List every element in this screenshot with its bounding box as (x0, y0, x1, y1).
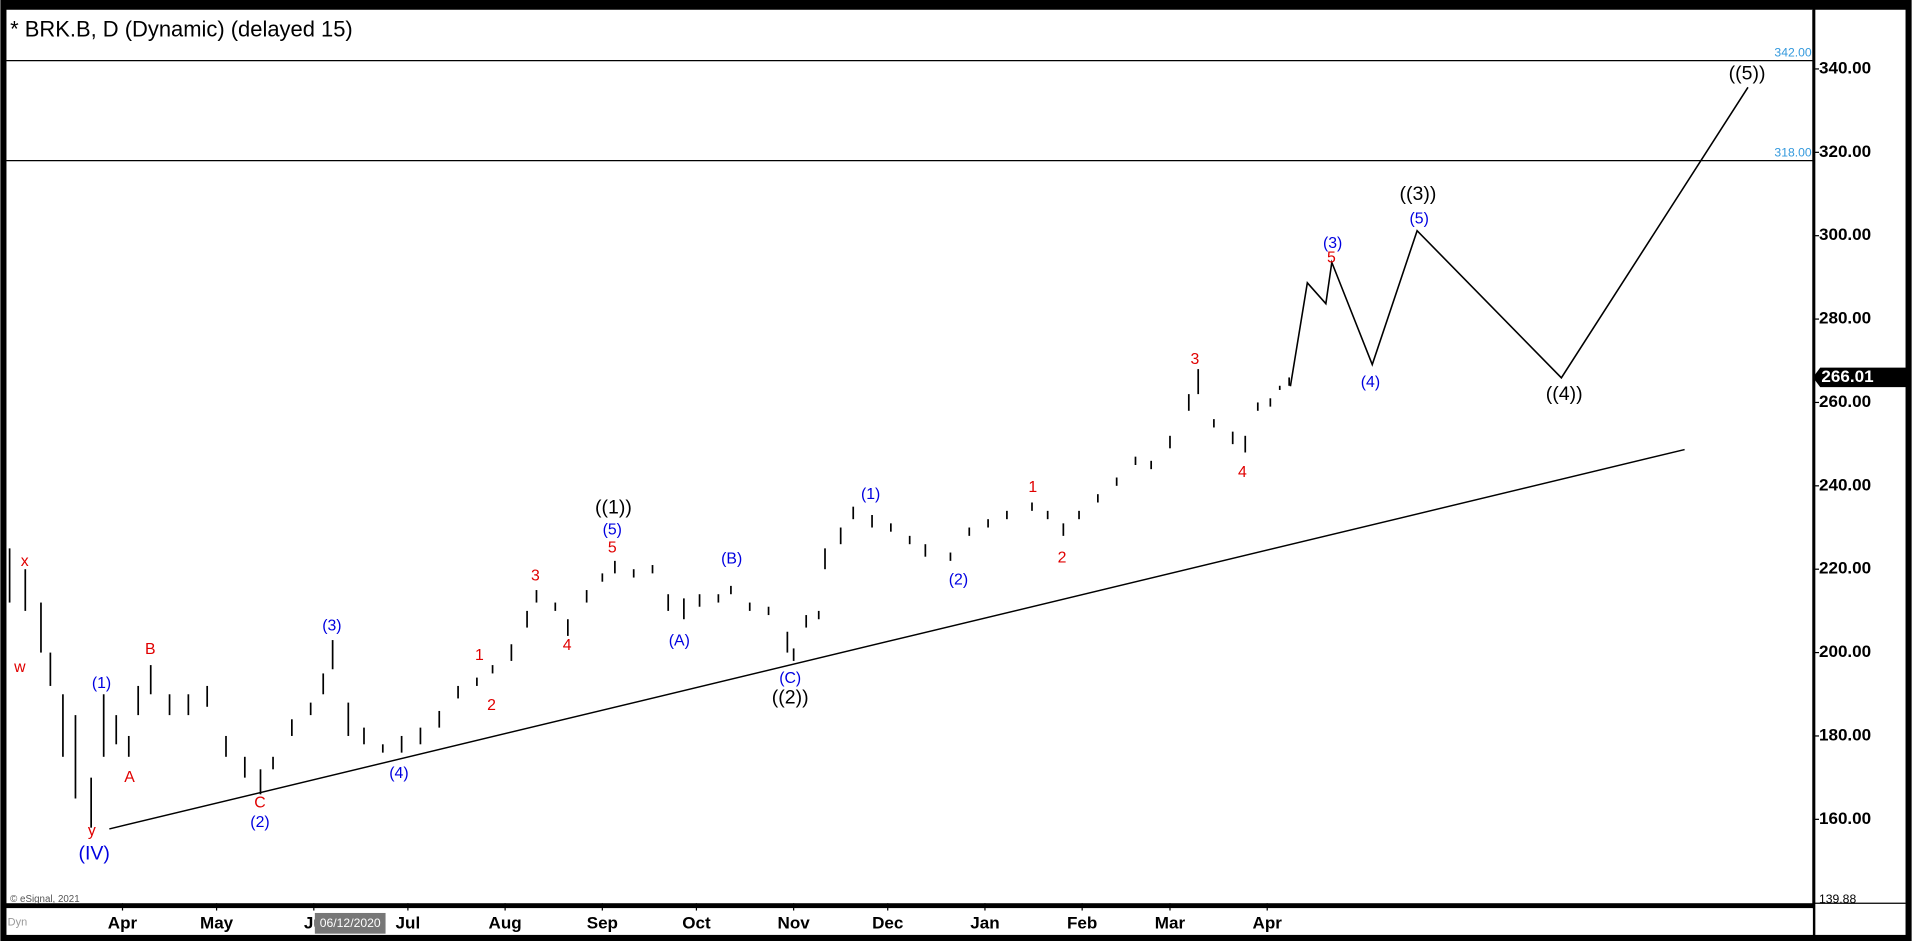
wave-label: ((4)) (1546, 383, 1583, 405)
y-tick-label: 300.00 (1819, 225, 1871, 244)
y-tick-label: 320.00 (1819, 142, 1871, 161)
wave-label: (4) (389, 765, 408, 782)
y-tick-label: 340.00 (1819, 58, 1871, 77)
wave-label: B (145, 641, 156, 658)
wave-label: (B) (721, 551, 742, 568)
y-tick-label: 160.00 (1819, 809, 1871, 828)
wave-label: (IV) (79, 843, 110, 865)
x-tick-label: Oct (682, 913, 711, 932)
wave-label: 2 (1058, 549, 1067, 566)
wave-label: (A) (669, 632, 690, 649)
projection-line (1289, 86, 1749, 387)
mode-label: Dyn (8, 917, 28, 929)
wave-label: x (21, 553, 29, 570)
x-tick-label: Mar (1155, 913, 1186, 932)
y-axis-area (1815, 9, 1906, 935)
wave-label: 3 (1191, 351, 1200, 368)
wave-label: 1 (1028, 479, 1037, 496)
wave-label: 4 (563, 637, 572, 654)
x-tick-label: Sep (587, 913, 618, 932)
wave-label: (5) (1410, 211, 1429, 228)
wave-label: A (124, 769, 135, 786)
wave-label: 4 (1238, 464, 1247, 481)
wave-label: (1) (861, 486, 880, 503)
wave-label: (3) (1323, 235, 1342, 252)
wave-label: ((5)) (1729, 63, 1766, 85)
y-tick-label: 220.00 (1819, 559, 1871, 578)
y-tick-label: 180.00 (1819, 725, 1871, 744)
wave-label: ((1)) (595, 496, 632, 518)
wave-label: (2) (250, 814, 269, 831)
x-tick-label: Jan (970, 913, 999, 932)
credit: © eSignal, 2021 (10, 894, 80, 905)
x-axis-area (6, 908, 1813, 935)
wave-label: ((3)) (1400, 183, 1437, 205)
wave-label: 5 (608, 540, 617, 557)
x-tick-label: May (200, 913, 234, 932)
x-tick-label: Aug (489, 913, 522, 932)
y-axis-bottom-label: 139.88 (1819, 892, 1856, 906)
wave-label: (1) (92, 675, 111, 692)
last-price-label: 266.01 (1821, 367, 1873, 386)
x-tick-label: Nov (778, 913, 811, 932)
last-price-tag (1812, 367, 1907, 388)
x-tick-label: Apr (1253, 913, 1283, 932)
wave-label: (2) (949, 571, 968, 588)
x-tick-label: Apr (108, 913, 138, 932)
wave-label: (3) (322, 618, 341, 635)
plot-area (6, 9, 1813, 904)
wave-label: (C) (779, 670, 801, 687)
wave-label: (4) (1361, 374, 1380, 391)
x-tick-label: Jul (396, 913, 421, 932)
wave-label: 2 (487, 697, 496, 714)
level-label: 342.00 (1774, 46, 1811, 60)
y-tick-label: 280.00 (1819, 309, 1871, 328)
wave-label: (5) (603, 521, 622, 538)
x-tick-label: Feb (1067, 913, 1097, 932)
y-tick-label: 260.00 (1819, 392, 1871, 411)
wave-label: y (88, 822, 96, 839)
cursor-date-box (314, 912, 386, 934)
wave-label: C (254, 794, 265, 811)
wave-label: w (13, 659, 26, 676)
y-tick-label: 200.00 (1819, 642, 1871, 661)
wave-label: 5 (1327, 250, 1336, 267)
chart-title: * BRK.B, D (Dynamic) (delayed 15) (10, 16, 353, 41)
wave-label: ((2)) (772, 687, 809, 709)
y-tick-label: 240.00 (1819, 475, 1871, 494)
wave-label: 1 (475, 647, 484, 664)
wave-label: 3 (531, 568, 540, 585)
x-tick-label: Dec (872, 913, 903, 932)
level-label: 318.00 (1774, 146, 1811, 160)
cursor-date: 06/12/2020 (320, 916, 381, 930)
trendline (109, 448, 1685, 830)
